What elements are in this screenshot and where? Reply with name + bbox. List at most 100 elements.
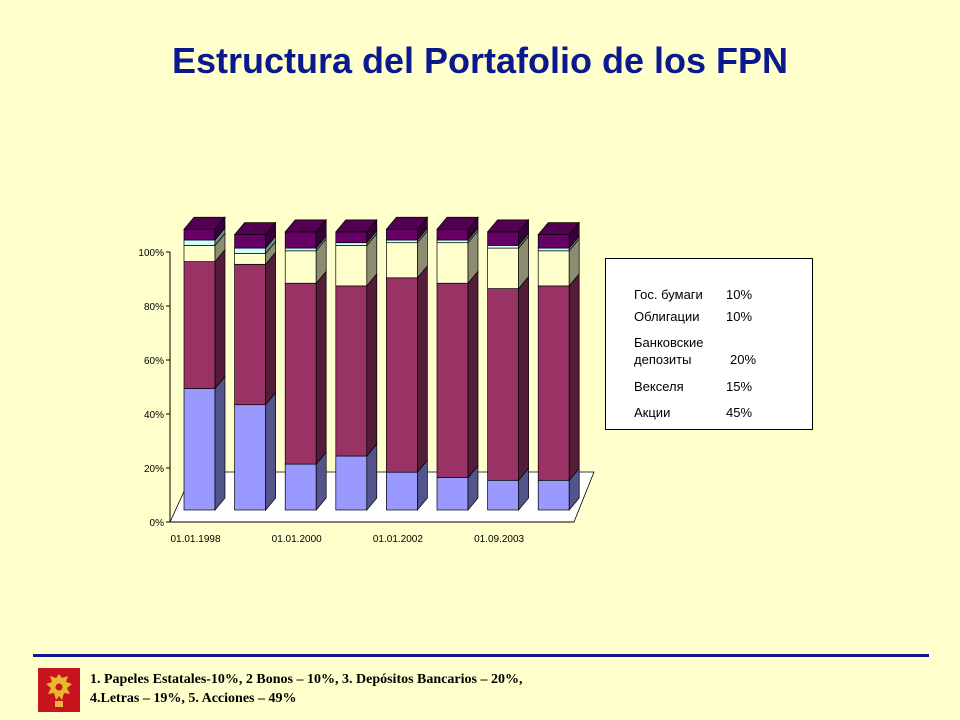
bar-front: [335, 285, 368, 457]
bar-front: [386, 242, 418, 279]
bar-front: [335, 231, 368, 244]
bar-side: [467, 270, 479, 479]
bar-front: [284, 250, 317, 284]
x-tick-label: 01.01.2002: [373, 534, 423, 545]
bar-series: [183, 216, 580, 511]
bar-front: [537, 247, 570, 252]
footer-line: 1. Papeles Estatales-10%, 2 Bonos – 10%,…: [90, 672, 523, 687]
legend-value: 10%: [726, 287, 753, 302]
bar-segment: [386, 459, 428, 511]
legend: Гос. бумаги 10% Облигации 10% Банковские д…: [605, 258, 813, 430]
y-tick-label: 60%: [144, 356, 164, 367]
bar-segment: [436, 270, 479, 479]
bar-front: [284, 463, 317, 511]
bar-segment: [537, 221, 580, 250]
y-tick-label: 100%: [138, 248, 164, 259]
legend-label: Облигации: [634, 309, 700, 324]
legend-value: 20%: [730, 352, 757, 367]
bar-front: [386, 277, 418, 473]
legend-item: Гос. бумаги 10%: [634, 287, 804, 303]
bar-front: [386, 228, 418, 241]
legend-label: Гос. бумаги: [634, 287, 703, 302]
bar-front: [537, 250, 570, 287]
y-tick-label: 20%: [144, 464, 164, 475]
bar-front: [183, 245, 216, 262]
chart-floor: [169, 471, 595, 523]
bar-top: [537, 222, 580, 235]
bar-front: [183, 239, 216, 246]
bar-side: [417, 264, 428, 474]
bar-front: [436, 239, 469, 244]
bar-segment: [436, 216, 479, 241]
legend-item: депозиты 20%: [634, 352, 804, 368]
x-tick-label: 01.01.2000: [272, 534, 322, 545]
bar-front: [436, 228, 469, 241]
bar-segment: [335, 232, 378, 287]
legend-item: Акции 45%: [634, 405, 804, 421]
bar-segment: [183, 375, 226, 511]
bar-side: [568, 272, 580, 482]
bar-segment: [335, 272, 378, 457]
bar-segment: [234, 391, 276, 511]
bar-front: [537, 234, 570, 249]
bar-segment: [487, 275, 529, 482]
x-axis-labels: 01.01.1998 01.01.2000 01.01.2002 01.09.2003: [170, 534, 524, 545]
bar-side: [214, 248, 226, 390]
bar-front: [487, 247, 519, 289]
bar-front: [234, 253, 266, 265]
bar-side: [518, 275, 529, 482]
bar-top: [385, 216, 429, 230]
bar-side: [265, 391, 276, 511]
bar-top: [335, 219, 378, 233]
bar-front: [487, 288, 519, 481]
page-title: Estructura del Portafolio de los FPN: [171, 40, 789, 81]
legend-value: 15%: [726, 379, 753, 394]
footer-note: 1. Papeles Estatales-10%, 2 Bonos – 10%,…: [90, 670, 930, 708]
plot-area: [169, 471, 595, 523]
bar-front: [335, 245, 368, 287]
bar-side: [366, 272, 378, 457]
footer-line: 4.Letras – 19%, 5. Acciones – 49%: [90, 691, 297, 706]
bar-segment: [233, 221, 277, 250]
bar-front: [537, 479, 570, 511]
bar-top: [183, 216, 226, 230]
bar-front: [183, 388, 216, 511]
y-axis: 0% 20% 40% 60% 80% 100%: [138, 248, 574, 529]
legend-label: депозиты: [634, 352, 692, 367]
bar-segment: [335, 218, 378, 244]
bar-front: [386, 471, 418, 511]
bar-front: [487, 479, 519, 511]
bar-front: [234, 404, 266, 511]
y-tick-label: 80%: [144, 302, 164, 313]
bar-front: [436, 477, 469, 511]
y-tick-label: 0%: [150, 518, 165, 529]
bar-front: [234, 263, 266, 406]
bar-front: [234, 234, 266, 249]
bar-side: [214, 375, 226, 511]
x-tick-label: 01.09.2003: [474, 534, 524, 545]
bar-front: [537, 285, 570, 481]
bar-segment: [284, 218, 327, 250]
bar-segment: [537, 272, 580, 482]
bar-front: [183, 228, 216, 241]
x-tick-label: 01.01.1998: [170, 534, 220, 545]
bar-front: [234, 247, 266, 254]
bar-front: [284, 231, 317, 249]
legend-value: 45%: [726, 405, 753, 420]
legend-label: Акции: [634, 405, 671, 420]
bar-front: [436, 282, 469, 478]
bar-segment: [486, 218, 530, 247]
bar-front: [436, 242, 469, 284]
bar-front: [487, 245, 519, 249]
bar-segment: [183, 232, 226, 263]
bar-front: [284, 282, 317, 465]
legend-item: Векселя 15%: [634, 379, 804, 395]
y-tick-label: 40%: [144, 410, 164, 421]
bar-segment: [335, 443, 378, 511]
bar-top: [486, 219, 530, 233]
bar-segment: [487, 235, 529, 290]
bar-top: [284, 219, 327, 233]
bar-front: [335, 455, 368, 511]
legend-item: Облигации 10%: [634, 309, 804, 325]
